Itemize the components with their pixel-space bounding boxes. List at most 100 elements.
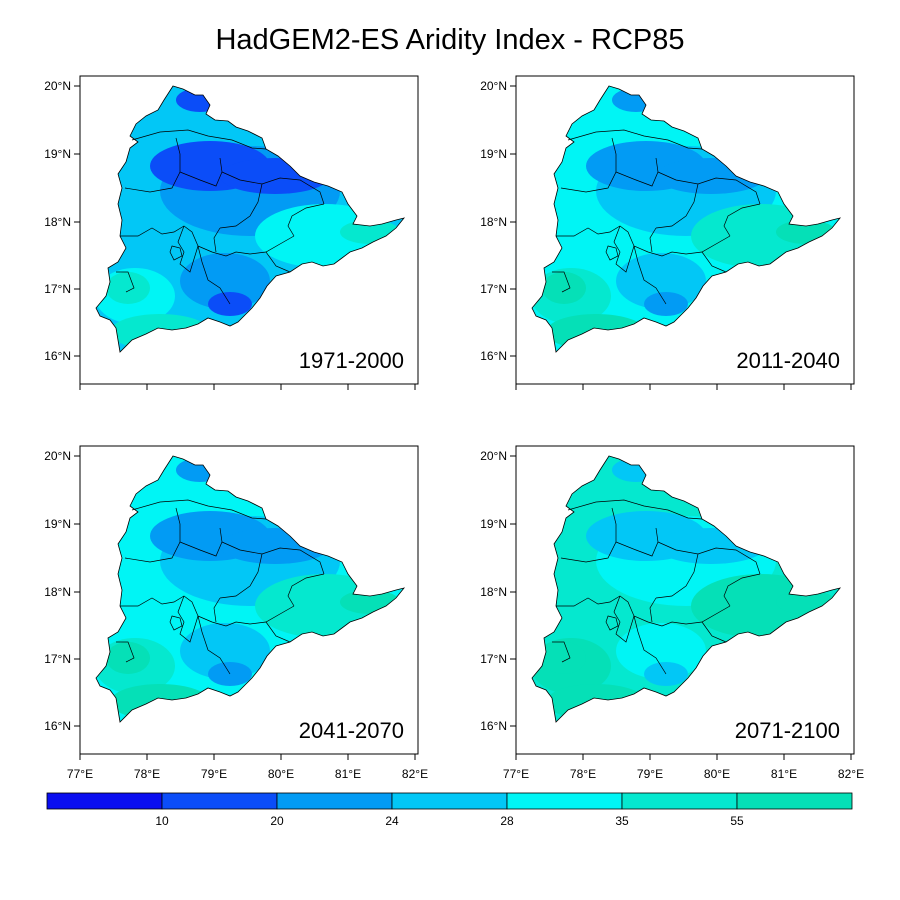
district-border (197, 245, 231, 305)
colorbar-label: 20 (270, 814, 284, 828)
map-frame (79, 445, 419, 755)
district-border (221, 541, 325, 575)
aridity-patch (176, 458, 224, 482)
lat-label: 20°N (480, 449, 507, 463)
aridity-patch (106, 272, 150, 304)
lon-label: 81°E (335, 767, 361, 781)
colorbar-segment (276, 792, 393, 810)
aridity-patch (180, 253, 270, 309)
lon-label: 79°E (637, 767, 663, 781)
aridity-patch (180, 623, 270, 679)
district-border (567, 129, 703, 150)
district-border (116, 641, 135, 663)
colorbar-label: 10 (155, 814, 169, 828)
aridity-patch (220, 528, 330, 564)
district-border (633, 235, 731, 257)
lat-label: 17°N (480, 652, 507, 666)
lat-label: 16°N (480, 719, 507, 733)
district-border (552, 271, 571, 293)
colorbar: 10 20 24 28 35 55 (46, 792, 853, 828)
district-border (287, 203, 325, 237)
map-panel-3: 20°N 19°N 18°N 17°N 16°N 77°E 78°E 79°E 80°E 81°E… (44, 445, 428, 781)
colorbar-segment (506, 792, 623, 810)
colorbar-segment (736, 792, 853, 810)
district-border (120, 595, 199, 617)
lat-label: 17°N (480, 282, 507, 296)
district-border (179, 157, 223, 187)
lon-label: 80°E (704, 767, 730, 781)
lon-label: 78°E (134, 767, 160, 781)
district-border (265, 621, 291, 643)
lat-label: 16°N (480, 349, 507, 363)
state-outline (531, 85, 842, 353)
lat-label: 20°N (480, 79, 507, 93)
aridity-patch (656, 158, 766, 194)
lon-label: 82°E (838, 767, 864, 781)
district-border (633, 605, 731, 627)
lat-label: 16°N (44, 349, 71, 363)
district-border (197, 235, 295, 257)
period-label: 2041-2070 (299, 718, 404, 743)
district-border (633, 245, 667, 305)
colorbar-label: 28 (500, 814, 514, 828)
district-border (219, 553, 263, 599)
aridity-patch (616, 253, 706, 309)
colorbar-label: 24 (385, 814, 399, 828)
district-border (701, 251, 727, 273)
state-outline (95, 455, 406, 723)
aridity-patch (220, 158, 330, 194)
district-border (613, 595, 635, 643)
district-border (633, 615, 667, 675)
lat-label: 19°N (480, 517, 507, 531)
district-border (177, 225, 199, 273)
district-border (613, 225, 635, 273)
aridity-patch (542, 272, 586, 304)
lat-label: 18°N (480, 215, 507, 229)
district-border (124, 137, 181, 193)
map-frame (515, 445, 855, 755)
district-border (169, 245, 183, 261)
district-border (657, 541, 761, 575)
aridity-patch (546, 684, 646, 720)
district-border (605, 615, 619, 631)
colorbar-segment (391, 792, 508, 810)
colorbar-segment (161, 792, 278, 810)
lon-label: 77°E (503, 767, 529, 781)
lat-label: 20°N (44, 79, 71, 93)
lat-label: 19°N (480, 147, 507, 161)
state-outline (531, 455, 842, 723)
district-border (723, 203, 761, 237)
colorbar-label: 35 (615, 814, 629, 828)
aridity-patch (612, 88, 660, 112)
district-border (219, 183, 263, 229)
district-border (120, 225, 199, 247)
district-border (723, 573, 761, 607)
map-frame (515, 75, 855, 385)
map-panel-1: 20°N 19°N 18°N 17°N 16°N 1971-2000 (44, 75, 419, 390)
aridity-patch (110, 314, 210, 350)
district-border (265, 251, 291, 273)
district-border (124, 507, 181, 563)
district-border (649, 597, 657, 623)
district-border (131, 499, 267, 520)
period-label: 2071-2100 (735, 718, 840, 743)
lat-label: 17°N (44, 282, 71, 296)
district-border (556, 225, 635, 247)
aridity-patch (542, 642, 586, 674)
district-border (615, 157, 659, 187)
period-label: 1971-2000 (299, 348, 404, 373)
lon-label: 82°E (402, 767, 428, 781)
district-border (177, 595, 199, 643)
lon-label: 81°E (771, 767, 797, 781)
lat-label: 20°N (44, 449, 71, 463)
district-border (179, 527, 223, 557)
aridity-patch (176, 88, 224, 112)
district-border (197, 605, 295, 627)
lat-label: 17°N (44, 652, 71, 666)
district-border (197, 615, 231, 675)
aridity-field (96, 456, 404, 722)
lat-label: 19°N (44, 517, 71, 531)
colorbar-label: 55 (730, 814, 744, 828)
aridity-patch (616, 623, 706, 679)
